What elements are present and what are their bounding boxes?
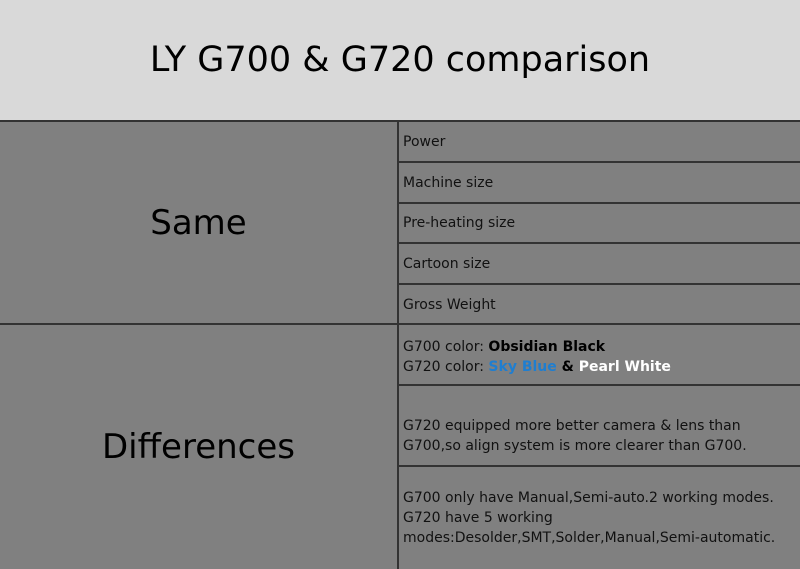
g720-color-pearl-white: Pearl White	[578, 359, 671, 375]
same-item-machine-size: Machine size	[399, 163, 800, 204]
page-title: LY G700 & G720 comparison	[0, 0, 800, 122]
diff-modes: G700 only have Manual,Semi-auto.2 workin…	[403, 490, 776, 546]
diff-camera: G720 equipped more better camera & lens …	[399, 386, 800, 467]
same-item-power: Power	[399, 122, 800, 163]
g700-color-prefix: G700 color:	[403, 339, 489, 355]
g700-color-value: Obsidian Black	[488, 339, 606, 355]
differences-label: Differences	[0, 325, 399, 569]
same-item-gross-weight: Gross Weight	[403, 296, 496, 313]
same-item-cartoon-size: Cartoon size	[399, 244, 800, 285]
diff-color: G700 color: Obsidian Black G720 color: S…	[399, 325, 800, 386]
g720-color-prefix: G720 color:	[403, 359, 489, 375]
same-item-preheating-size: Pre-heating size	[399, 204, 800, 244]
g720-color-sky-blue: Sky Blue	[488, 359, 557, 375]
g720-color-amp: &	[556, 359, 579, 375]
section-divider	[0, 323, 800, 325]
same-label: Same	[0, 122, 399, 324]
